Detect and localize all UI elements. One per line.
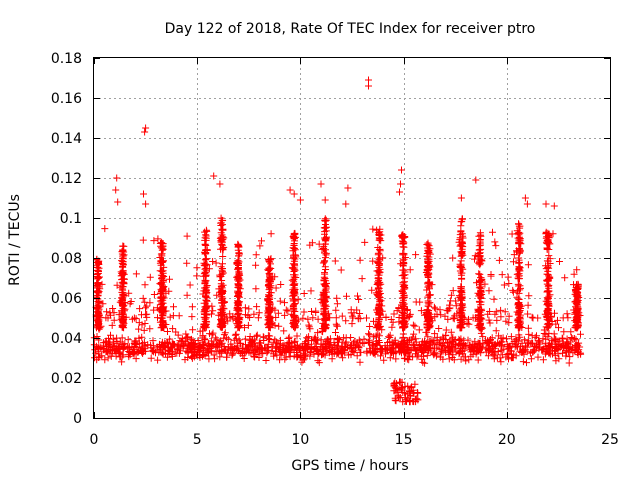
x-tick-label: 10: [291, 432, 309, 448]
x-tick-labels: 0 5 10 15 20 25: [90, 432, 619, 448]
plus-markers: [90, 76, 585, 406]
x-tick-label: 25: [601, 432, 619, 448]
data-points: [90, 76, 585, 406]
y-tick-label: 0.02: [51, 371, 82, 387]
grid: [94, 58, 610, 418]
x-tick-label: 15: [395, 432, 413, 448]
x-tick-label: 5: [193, 432, 202, 448]
x-tick-label: 0: [90, 432, 99, 448]
y-tick-label: 0.12: [51, 171, 82, 187]
y-tick-label: 0.04: [51, 331, 82, 347]
y-tick-label: 0: [73, 411, 82, 427]
y-tick-label: 0.06: [51, 291, 82, 307]
y-axis-label: ROTI / TECUs: [7, 194, 23, 286]
x-axis-label: GPS time / hours: [291, 458, 408, 474]
y-tick-labels: 0 0.02 0.04 0.06 0.08 0.1 0.12 0.14 0.16 0.18: [51, 51, 82, 427]
y-tick-label: 0.14: [51, 131, 82, 147]
plot-frame: [93, 57, 611, 419]
y-tick-label: 0.18: [51, 51, 82, 67]
chart-title: Day 122 of 2018, Rate Of TEC Index for r…: [165, 21, 536, 37]
y-tick-label: 0.16: [51, 91, 82, 107]
y-tick-label: 0.08: [51, 251, 82, 267]
x-tick-label: 20: [498, 432, 516, 448]
axis-ticks: [94, 58, 611, 419]
y-tick-label: 0.1: [60, 211, 82, 227]
